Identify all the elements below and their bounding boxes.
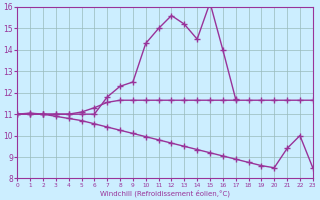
X-axis label: Windchill (Refroidissement éolien,°C): Windchill (Refroidissement éolien,°C) — [100, 189, 230, 197]
